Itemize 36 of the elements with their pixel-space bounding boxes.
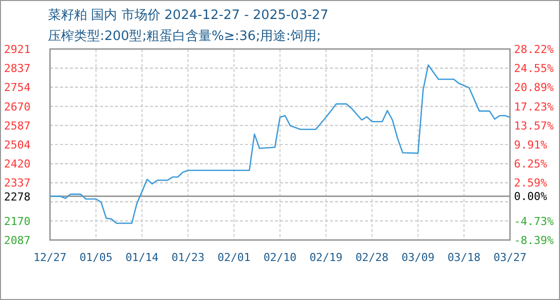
y2-tick-label: 9.91% (514, 138, 548, 152)
x-tick-label: 03/27 (493, 251, 527, 264)
y2-tick-label: 28.22% (514, 43, 554, 56)
x-tick-label: 02/01 (217, 251, 251, 264)
y-tick-label: 2087 (4, 234, 30, 247)
y-tick-label: 2837 (4, 62, 30, 76)
y2-tick-label: 20.89% (514, 81, 554, 94)
x-tick-label: 01/05 (79, 251, 113, 264)
y2-tick-label: 0.00% (514, 190, 548, 204)
y-tick-label: 2337 (4, 176, 30, 190)
y2-tick-label: 2.59% (514, 176, 548, 190)
y-tick-label: 2754 (4, 81, 31, 94)
y-tick-label: 2504 (4, 138, 31, 152)
chart-subtitle: 压榨类型:200型;粗蛋白含量%≥:36;用途:饲用; (48, 29, 321, 44)
y-tick-label: 2587 (4, 119, 30, 132)
y2-tick-label: 13.57% (514, 119, 554, 132)
x-tick-label: 03/18 (447, 251, 481, 264)
chart-title: 菜籽粕 国内 市场价 2024-12-27 - 2025-03-27 (48, 8, 328, 23)
y-tick-label: 2420 (4, 158, 30, 171)
y-tick-label: 2670 (4, 100, 30, 114)
x-tick-label: 01/23 (171, 251, 205, 264)
x-tick-label: 02/19 (309, 251, 343, 264)
y2-tick-label: -4.73% (514, 214, 554, 228)
x-tick-label: 01/14 (125, 251, 159, 264)
x-tick-label: 12/27 (33, 251, 67, 264)
y-tick-label: 2170 (4, 214, 30, 228)
y2-tick-label: -8.39% (514, 234, 554, 247)
y2-tick-label: 24.55% (514, 62, 554, 76)
line-series (49, 64, 511, 224)
y-tick-label: 2278 (4, 190, 30, 204)
y-tick-label: 2921 (4, 43, 30, 56)
y2-tick-label: 17.23% (514, 100, 554, 114)
x-tick-label: 03/09 (401, 251, 435, 264)
x-tick-label: 02/28 (355, 251, 389, 264)
y2-tick-label: 6.25% (514, 158, 548, 171)
x-tick-label: 02/10 (263, 251, 297, 264)
